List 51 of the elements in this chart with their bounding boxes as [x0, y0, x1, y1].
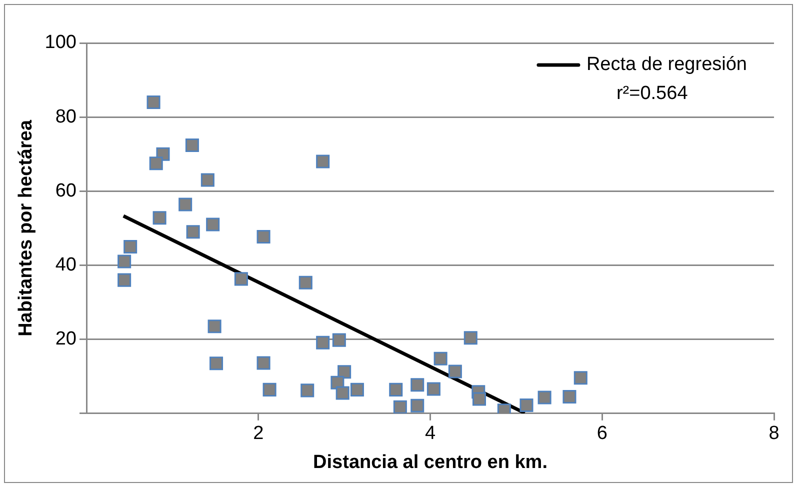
point [256, 230, 270, 244]
x-axis-title: Distancia al centro en km. [313, 452, 548, 473]
point [389, 382, 403, 396]
point [426, 382, 440, 396]
point [472, 392, 486, 406]
point [146, 96, 160, 110]
point [338, 365, 352, 379]
legend-label: Recta de regresión [586, 54, 748, 76]
point [178, 198, 192, 212]
point [336, 386, 350, 400]
y-tick-label: 100 [44, 32, 76, 54]
y-tick-label: 40 [55, 254, 76, 276]
point [298, 276, 312, 290]
point [448, 364, 462, 378]
point [350, 382, 364, 396]
point [210, 356, 224, 370]
point [393, 400, 407, 414]
x-tick-label: 6 [596, 423, 608, 444]
point [118, 254, 132, 268]
y-tick-label: 60 [55, 180, 76, 202]
point [410, 378, 424, 392]
y-tick-label: 80 [55, 106, 76, 128]
point [206, 218, 220, 232]
point [538, 390, 552, 404]
point [124, 240, 138, 254]
point [316, 336, 330, 350]
point [152, 211, 166, 225]
point [434, 352, 448, 366]
point [256, 356, 270, 370]
point [332, 333, 346, 347]
point [200, 173, 214, 187]
y-axis-title: Habitantes por hectárea [16, 120, 37, 336]
point [520, 398, 534, 412]
x-tick-label: 2 [253, 423, 264, 444]
point [464, 331, 478, 345]
point [300, 384, 314, 398]
point [186, 225, 200, 239]
annotation: r²=0.564 [616, 83, 688, 104]
point [208, 320, 222, 334]
point [118, 273, 132, 287]
point [149, 156, 163, 170]
y-tick-label: 20 [55, 328, 76, 350]
point [185, 138, 199, 152]
x-tick-label: 8 [768, 423, 780, 444]
point [574, 371, 588, 385]
point [316, 154, 330, 168]
x-tick-label: 4 [424, 423, 436, 444]
point [562, 390, 576, 404]
point [410, 398, 424, 412]
point [262, 382, 276, 396]
point [234, 272, 248, 286]
